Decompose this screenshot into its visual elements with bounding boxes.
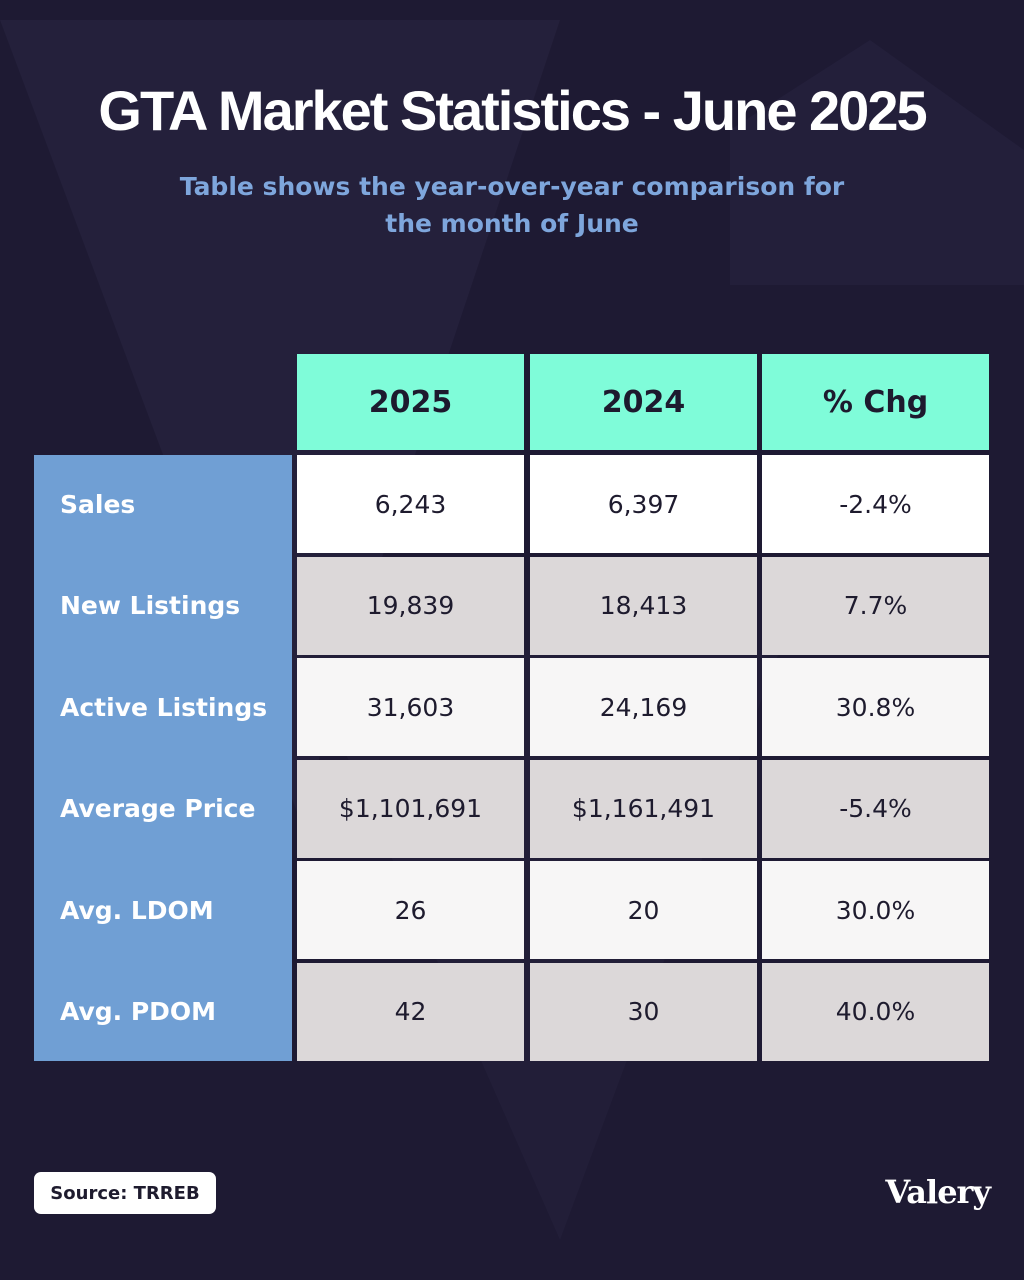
table-cell: 20 xyxy=(530,861,757,959)
table-cell: 19,839 xyxy=(297,556,524,655)
row-label: New Listings xyxy=(60,591,241,620)
table-cell: 31,603 xyxy=(297,658,524,756)
row-label: Average Price xyxy=(60,794,256,823)
table-cell: 7.7% xyxy=(762,556,989,655)
source-badge: Source: TRREB xyxy=(34,1172,216,1214)
brand-logo: Valery xyxy=(885,1173,991,1211)
table-cell: 30 xyxy=(530,962,757,1061)
row-label: Active Listings xyxy=(60,692,268,722)
table-cell: $1,101,691 xyxy=(297,759,524,858)
table-cell: 40.0% xyxy=(762,962,989,1061)
table-cell: 42 xyxy=(297,962,524,1061)
table-cell: 18,413 xyxy=(530,556,757,655)
table-cell: 30.0% xyxy=(762,861,989,959)
subtitle-line-2: the month of June xyxy=(385,209,639,238)
column-header-pct-chg: % Chg xyxy=(762,354,989,450)
table-cell: 6,243 xyxy=(297,455,524,553)
row-label-column xyxy=(34,455,292,1061)
table-cell: 26 xyxy=(297,861,524,959)
row-label: Sales xyxy=(60,489,136,519)
column-header-2024: 2024 xyxy=(530,354,757,450)
page-subtitle: Table shows the year-over-year compariso… xyxy=(152,168,872,242)
table-cell: 30.8% xyxy=(762,658,989,756)
page-title: GTA Market Statistics - June 2025 xyxy=(98,79,927,142)
row-label: Avg. LDOM xyxy=(60,895,214,925)
table-cell: $1,161,491 xyxy=(530,759,757,858)
table-cell: -2.4% xyxy=(762,455,989,553)
subtitle-line-1: Table shows the year-over-year compariso… xyxy=(179,172,845,201)
table-cell: 6,397 xyxy=(530,455,757,553)
table-cell: -5.4% xyxy=(762,759,989,858)
column-header-2025: 2025 xyxy=(297,354,524,450)
table-cell: 24,169 xyxy=(530,658,757,756)
row-label: Avg. PDOM xyxy=(60,997,217,1026)
